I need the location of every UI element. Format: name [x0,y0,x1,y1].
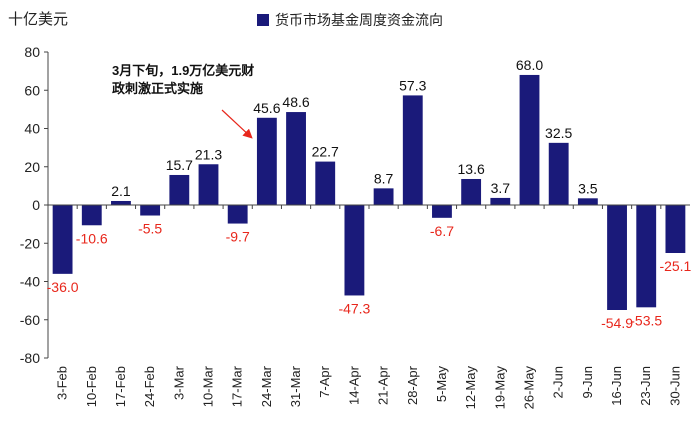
bar-24-Feb [140,205,161,216]
bar-5-May [432,205,452,218]
bar-10-Feb [81,205,102,226]
legend-swatch [257,14,269,26]
x-tick-label: 24-Feb [142,366,157,407]
y-tick-label: 40 [24,121,40,137]
x-tick-label: 21-Apr [376,365,391,405]
x-tick-label: 26-May [522,366,537,410]
bar-10-Mar [198,164,219,205]
bar-16-Jun [607,205,627,310]
bar-2-Jun [548,142,569,205]
data-label-31-Mar: 48.6 [282,94,309,110]
data-label-2-Jun: 32.5 [545,125,572,141]
x-tick-label: 19-May [492,366,507,410]
data-label-26-May: 68.0 [516,57,543,73]
data-label-19-May: 3.7 [491,180,511,196]
y-tick-label: -40 [20,274,40,290]
bar-17-Feb [111,200,131,205]
data-label-28-Apr: 57.3 [399,77,426,93]
data-label-9-Jun: 3.5 [578,180,598,196]
bar-24-Mar [256,117,277,205]
bar-28-Apr [402,95,423,205]
bar-31-Mar [286,112,306,205]
legend-label: 货币市场基金周度资金流向 [275,12,443,28]
data-label-10-Feb: -10.6 [76,230,108,246]
x-tick-label: 3-Mar [171,365,186,400]
x-tick-label: 31-Mar [288,365,303,407]
data-label-17-Mar: -9.7 [226,229,250,245]
data-label-24-Feb: -5.5 [138,221,162,237]
bar-14-Apr [344,205,365,296]
data-label-17-Feb: 2.1 [111,183,131,199]
y-tick-label: -80 [20,350,40,366]
x-tick-label: 2-Jun [551,366,566,399]
data-label-21-Apr: 8.7 [374,170,394,186]
x-tick-label: 5-May [434,366,449,403]
bar-17-Mar [227,205,248,224]
x-tick-label: 10-Mar [201,365,216,407]
data-label-3-Feb: -36.0 [47,279,79,295]
bar-19-May [490,197,511,205]
x-tick-label: 24-Mar [259,365,274,407]
bar-26-May [519,74,540,205]
data-label-5-May: -6.7 [430,223,454,239]
data-label-30-Jun: -25.1 [659,258,691,274]
y-axis-unit-label: 十亿美元 [8,11,69,28]
y-tick-label: -20 [20,235,40,251]
x-tick-label: 10-Feb [84,366,99,407]
legend: 货币市场基金周度资金流向 [257,10,443,30]
x-tick-label: 14-Apr [346,365,361,405]
x-tick-label: 12-May [463,366,478,410]
data-label-3-Mar: 15.7 [166,157,193,173]
y-tick-label: -60 [20,312,40,328]
data-label-10-Mar: 21.3 [195,146,222,162]
data-label-23-Jun: -53.5 [630,312,662,328]
x-tick-label: 3-Feb [55,366,70,400]
x-tick-label: 17-Mar [230,365,245,407]
x-tick-label: 9-Jun [580,366,595,399]
bar-7-Apr [315,161,336,205]
data-label-24-Mar: 45.6 [253,100,280,116]
x-tick-label: 16-Jun [609,366,624,406]
y-tick-label: 80 [24,44,40,60]
x-tick-label: 23-Jun [638,366,653,406]
data-label-16-Jun: -54.9 [601,315,633,331]
x-tick-label: 17-Feb [113,366,128,407]
bar-23-Jun [636,205,657,308]
annotation-text: 3月下旬，1.9万亿美元财政刺激正式实施 [112,63,255,96]
y-tick-label: 60 [24,82,40,98]
bar-3-Mar [169,174,190,205]
x-tick-label: 30-Jun [667,366,682,406]
bar-12-May [461,178,482,205]
data-label-14-Apr: -47.3 [338,300,370,316]
data-label-7-Apr: 22.7 [312,144,339,160]
y-tick-label: 0 [32,197,40,213]
y-tick-label: 20 [24,159,40,175]
bar-21-Apr [373,188,394,205]
annotation-arrow [221,109,253,139]
x-tick-label: 7-Apr [317,365,332,397]
bar-9-Jun [577,198,598,205]
bar-3-Feb [52,205,73,274]
bar-30-Jun [665,205,686,254]
data-label-12-May: 13.6 [458,161,485,177]
x-tick-label: 28-Apr [405,365,420,405]
